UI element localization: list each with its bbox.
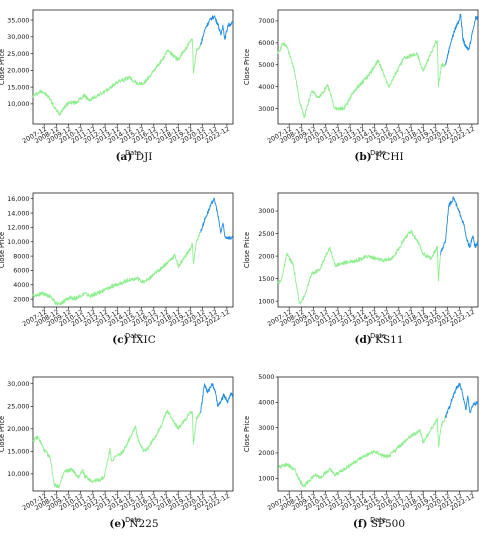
x-axis-label: Date — [370, 332, 386, 340]
plot-frame — [32, 9, 234, 125]
y-tick-label: 12,000 — [7, 224, 29, 232]
train-series-line — [32, 38, 201, 116]
y-tick-label: 15,000 — [7, 448, 29, 456]
test-series-line — [200, 197, 234, 240]
y-tick-label: 14,000 — [7, 209, 29, 217]
train-series-line — [277, 415, 446, 488]
train-series-line — [32, 231, 201, 306]
y-tick-label: 4000 — [13, 281, 29, 289]
y-tick-label: 6000 — [13, 267, 29, 275]
train-series-line — [277, 40, 446, 119]
y-tick-label: 16,000 — [7, 195, 29, 203]
test-series-line — [200, 383, 234, 414]
panel-caption: (c) IXIC — [112, 334, 156, 346]
panel-caption: (a) DJI — [116, 151, 153, 163]
y-tick-label: 30,000 — [7, 33, 29, 41]
x-axis-label: Date — [370, 516, 386, 524]
y-tick-label: 5000 — [258, 373, 274, 381]
y-axis-label: Close Price — [243, 416, 251, 452]
x-axis-label: Date — [125, 516, 141, 524]
x-axis-label: Date — [370, 149, 386, 157]
test-series-line — [445, 13, 479, 65]
y-tick-label: 1000 — [258, 297, 274, 305]
plot-frame — [32, 192, 234, 308]
y-tick-label: 1000 — [258, 475, 274, 483]
y-tick-label: 2500 — [258, 230, 274, 238]
chart-panel-dji: 10,00015,00020,00025,00030,00035,0002007… — [0, 9, 234, 163]
y-tick-label: 1500 — [258, 275, 274, 283]
chart-panel-sp500: 100020003000400050002007-122008-122009-1… — [243, 373, 479, 530]
y-axis-label: Close Price — [243, 232, 251, 268]
test-series-line — [200, 15, 234, 46]
y-tick-label: 30,000 — [7, 380, 29, 388]
chart-panel-n225: 10,00015,00020,00025,00030,0002007-12200… — [0, 376, 234, 530]
y-tick-label: 7000 — [258, 17, 274, 25]
chart-panel-fchi: 300040005000600070002007-122008-122009-1… — [243, 9, 479, 163]
y-tick-label: 6000 — [258, 39, 274, 47]
y-tick-label: 10,000 — [7, 470, 29, 478]
plot-frame — [32, 376, 234, 492]
chart-panel-ks11: 100015002000250030002007-122008-122009-1… — [243, 192, 479, 346]
y-tick-label: 2000 — [258, 449, 274, 457]
y-tick-label: 10,000 — [7, 238, 29, 246]
y-tick-label: 5000 — [258, 61, 274, 69]
y-tick-label: 3000 — [258, 424, 274, 432]
y-tick-label: 35,000 — [7, 16, 29, 24]
y-axis-label: Close Price — [0, 49, 6, 85]
y-tick-label: 25,000 — [7, 402, 29, 410]
y-tick-label: 4000 — [258, 399, 274, 407]
x-axis-label: Date — [125, 149, 141, 157]
y-axis-label: Close Price — [0, 416, 6, 452]
y-tick-label: 3000 — [258, 207, 274, 215]
y-tick-label: 4000 — [258, 83, 274, 91]
y-tick-label: 20,000 — [7, 425, 29, 433]
plot-frame — [277, 9, 479, 125]
panel-caption: (d) KS11 — [354, 334, 403, 346]
panel-caption: (e) N225 — [109, 518, 158, 530]
test-series-line — [445, 382, 479, 419]
train-series-line — [32, 409, 201, 489]
y-tick-label: 8000 — [13, 252, 29, 260]
y-axis-label: Close Price — [243, 49, 251, 85]
y-tick-label: 15,000 — [7, 83, 29, 91]
y-tick-label: 10,000 — [7, 100, 29, 108]
train-series-line — [277, 229, 441, 304]
test-series-line — [440, 196, 479, 255]
panel-caption: (f) SP500 — [353, 518, 405, 530]
y-tick-label: 2000 — [258, 252, 274, 260]
y-tick-label: 3000 — [258, 105, 274, 113]
y-tick-label: 25,000 — [7, 50, 29, 58]
chart-panel-ixic: 2000 4000 6000 8000 10,000 12,000 14,000 16,000… — [0, 192, 234, 346]
y-axis-label: Close Price — [0, 232, 6, 268]
y-tick-label: 20,000 — [7, 67, 29, 75]
panel-caption: (b) FCHI — [354, 151, 403, 163]
plot-frame — [277, 192, 479, 308]
x-axis-label: Date — [125, 332, 141, 340]
y-tick-label: 2000 — [13, 295, 29, 303]
plot-frame — [277, 376, 479, 492]
